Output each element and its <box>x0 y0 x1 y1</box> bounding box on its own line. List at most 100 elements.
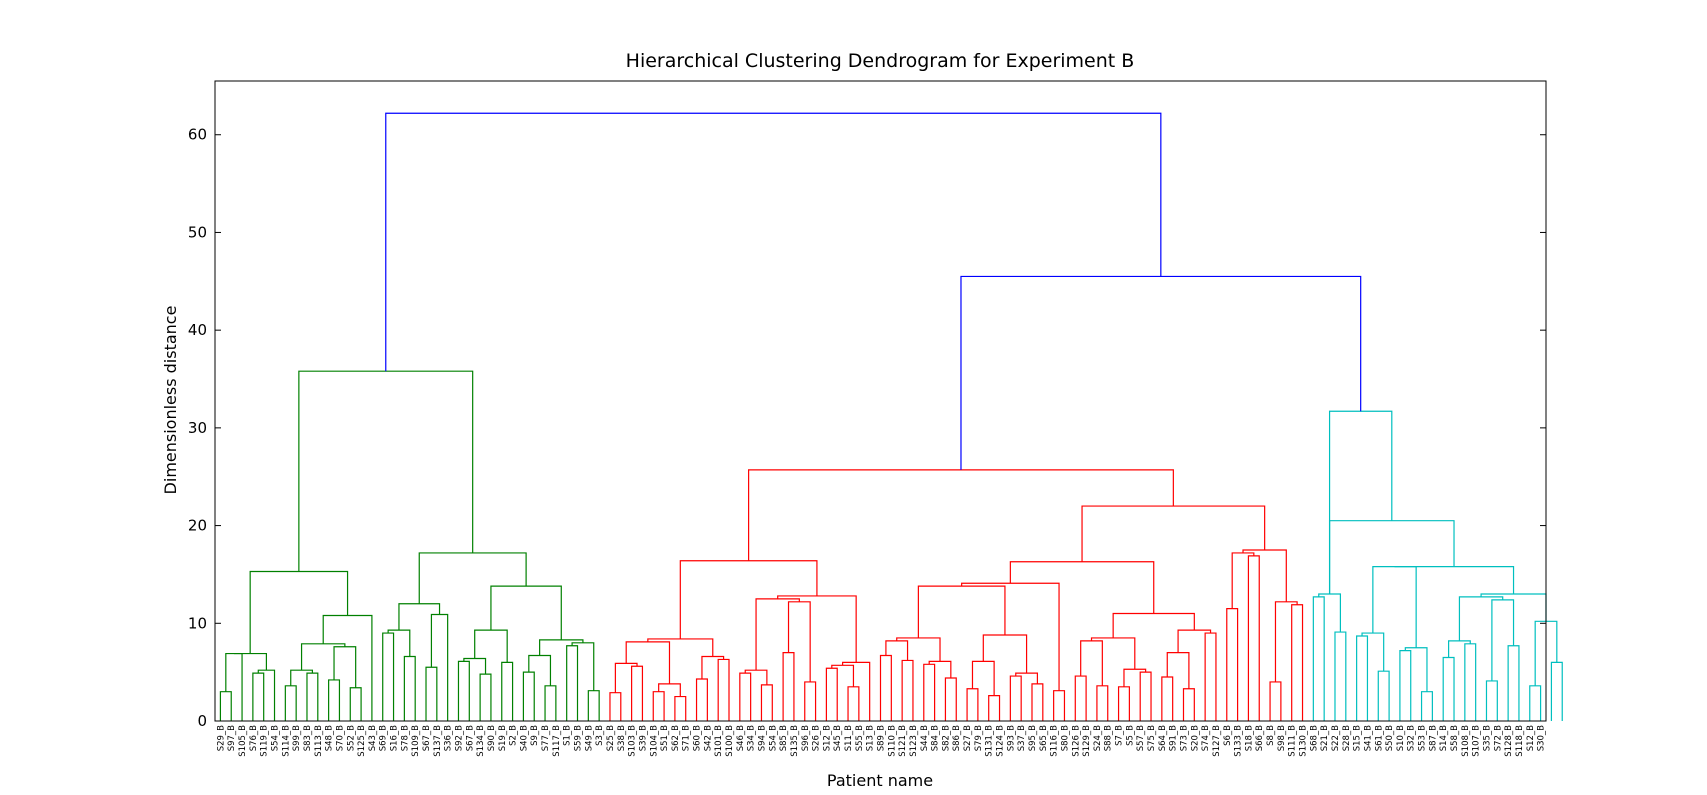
leaf-label: S12_B <box>822 725 832 751</box>
leaf-label: S21_B <box>1320 725 1330 751</box>
dendrogram-link <box>674 695 687 721</box>
dendrogram-link <box>571 642 595 691</box>
dendrogram-link <box>1404 647 1428 692</box>
leaf-label: S40_B <box>519 725 529 751</box>
dendrogram-link <box>960 275 1362 470</box>
leaf-label: S77_B <box>541 725 551 751</box>
leaf-label: S96_B <box>801 725 811 751</box>
dendrogram-link <box>418 552 527 604</box>
leaf-label: S131_B <box>985 725 995 757</box>
dendrogram-link <box>739 672 752 721</box>
dendrogram-link <box>647 638 714 657</box>
dendrogram-link <box>1485 680 1498 721</box>
dendrogram-link <box>233 652 267 671</box>
dendrogram-link <box>1226 608 1239 721</box>
dendrogram-link <box>382 632 395 721</box>
leaf-label: S99_B <box>292 725 302 751</box>
leaf-label: S29_B <box>216 725 226 751</box>
leaf-label: S58_B <box>1450 725 1460 751</box>
dendrogram-link <box>219 691 232 721</box>
leaf-label: S134_B <box>476 725 486 757</box>
leaf-label: S125_B <box>357 725 367 757</box>
dendrogram-link <box>1080 640 1103 686</box>
leaf-label: S46_B <box>736 725 746 751</box>
leaf-label: S118_B <box>1515 725 1525 757</box>
leaf-label: S90_B <box>487 725 497 751</box>
leaf-label: S65_B <box>1039 725 1049 751</box>
leaf-label: S38_B <box>617 725 627 751</box>
dendrogram-link <box>1166 652 1190 689</box>
dendrogram-link <box>988 694 1001 721</box>
leaf-label: S103_B <box>628 725 638 757</box>
dendrogram-link <box>349 687 362 721</box>
dendrogram-link <box>398 603 441 631</box>
leaf-label: S61_B <box>1374 725 1384 751</box>
dendrogram-link <box>842 661 871 721</box>
dendrogram-link <box>1177 629 1212 653</box>
dendrogram-link <box>457 660 470 721</box>
dendrogram-link <box>387 629 411 657</box>
leaf-label: S78_B <box>400 725 410 751</box>
y-tick-label: 40 <box>188 321 207 339</box>
dendrogram-link <box>544 685 557 721</box>
dendrogram-link <box>1204 632 1217 721</box>
plot-frame <box>214 80 1547 722</box>
leaf-label: S69_B <box>379 725 389 751</box>
dendrogram-link <box>225 652 243 721</box>
leaf-label: S44_B <box>920 725 930 751</box>
leaf-label: S126_B <box>1071 725 1081 757</box>
leaf-label: S73_B <box>1179 725 1189 751</box>
leaf-label: S116_B <box>1050 725 1060 757</box>
leaf-label: S42_B <box>703 725 713 751</box>
chart-title: Hierarchical Clustering Dendrogram for E… <box>626 50 1135 72</box>
dendrogram-link <box>501 661 514 721</box>
leaf-label: S80_B <box>1060 725 1070 751</box>
dendrogram-link <box>587 690 600 721</box>
dendrogram-link <box>1377 670 1390 721</box>
leaf-label: S71_B <box>682 725 692 751</box>
dendrogram-link <box>257 669 276 721</box>
leaf-label: S27_B <box>963 725 973 751</box>
dendrogram-link <box>1442 656 1455 721</box>
dendrogram-link <box>1074 675 1087 721</box>
dendrogram-link <box>333 646 357 688</box>
leaf-label: S49_B <box>584 725 594 751</box>
y-tick-label: 20 <box>188 517 207 535</box>
leaf-label: S10_B <box>1396 725 1406 751</box>
leaf-label: S67_B <box>422 725 432 751</box>
leaf-label: S98_B <box>1277 725 1287 751</box>
leaf-label: S89_B <box>877 725 887 751</box>
leaf-label: S110_B <box>887 725 897 757</box>
leaf-label: S9_B <box>530 725 540 746</box>
dendrogram-link <box>901 659 914 721</box>
leaf-label: S55_B <box>855 725 865 751</box>
leaf-label: S22_B <box>1331 725 1341 751</box>
leaf-label: S128_B <box>1504 725 1514 757</box>
leaf-label: S86_B <box>952 725 962 751</box>
leaf-label: S91_B <box>1169 725 1179 751</box>
dendrogram-link <box>1448 640 1471 658</box>
dendrogram-link <box>1117 686 1130 721</box>
dendrogram-link <box>1334 631 1347 721</box>
leaf-label: S52_B <box>346 725 356 751</box>
dendrogram-link <box>463 657 487 675</box>
leaf-label: S19_B <box>498 725 508 751</box>
leaf-label: S72_B <box>1493 725 1503 751</box>
leaf-label: S83_B <box>303 725 313 751</box>
dendrogram-link <box>804 681 817 721</box>
leaf-label: S67_B <box>465 725 475 751</box>
leaf-label: S68_B <box>1309 725 1319 751</box>
leaf-label: S62_B <box>671 725 681 751</box>
dendrogram-link <box>885 640 909 661</box>
leaf-label: S35_B <box>1482 725 1492 751</box>
dendrogram-link <box>966 688 979 721</box>
leaf-label: S11_B <box>844 725 854 751</box>
leaf-label: S8_B <box>1266 725 1276 746</box>
leaf-label: S28_B <box>1342 725 1352 751</box>
dendrogram-link <box>1242 549 1287 602</box>
dendrogram-link <box>1507 645 1520 721</box>
leaf-label: S36_B <box>444 725 454 751</box>
leaf-label: S92_B <box>454 725 464 751</box>
leaf-label: S7_B <box>1115 725 1125 746</box>
